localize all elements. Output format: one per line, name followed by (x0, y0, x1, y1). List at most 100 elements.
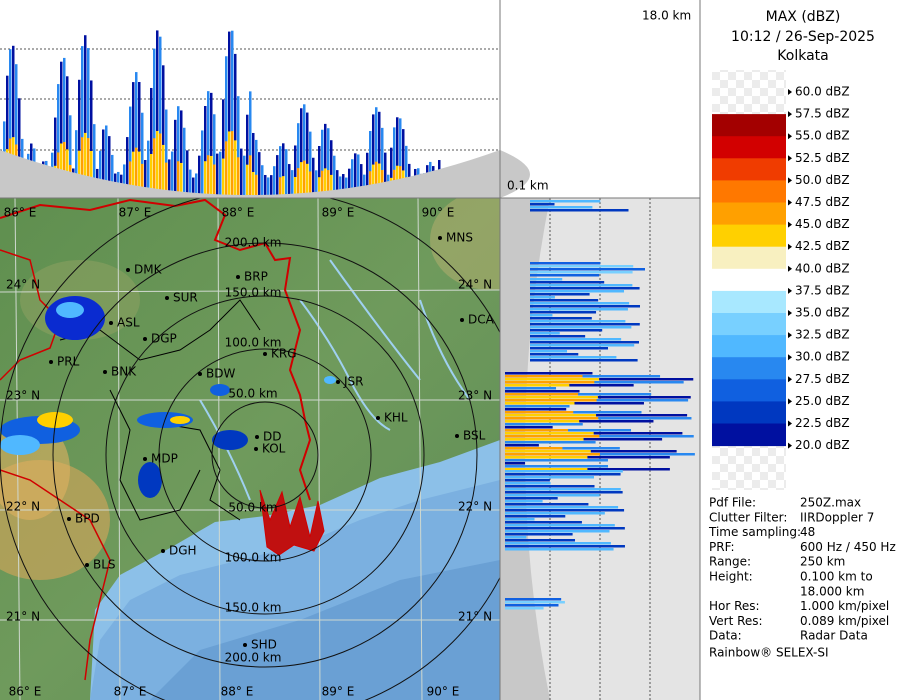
city-label: DMK (134, 263, 163, 277)
echo-column (222, 99, 225, 198)
range-label: 150.0 km (225, 286, 282, 300)
echo-row (505, 521, 582, 524)
city-dot (336, 380, 340, 384)
city-label: DCA (468, 313, 495, 327)
city-dot (103, 370, 107, 374)
legend-swatch (712, 136, 786, 159)
info-key: Hor Res: (709, 599, 760, 613)
echo-row (530, 359, 638, 362)
echo-core (180, 162, 183, 198)
echo-row (530, 302, 630, 305)
legend-label: 27.5 dBZ (795, 372, 850, 386)
echo-core (330, 174, 333, 198)
range-label: 100.0 km (225, 551, 282, 565)
echo-row (505, 539, 576, 542)
echo-column (279, 146, 282, 198)
echo-core (324, 168, 327, 198)
product-location: Kolkata (777, 48, 828, 64)
echo-column (336, 170, 339, 198)
echo-core (505, 417, 599, 420)
echo-core (231, 131, 234, 198)
echo-column (330, 140, 333, 198)
echo-column (390, 147, 393, 198)
lat-label: 23° N (6, 389, 40, 403)
echo-row (505, 462, 526, 465)
product-title: MAX (dBZ) (766, 9, 841, 25)
echo-row (505, 423, 583, 426)
echo-core (375, 161, 378, 198)
legend-tick (788, 287, 792, 294)
echo-column (351, 159, 354, 198)
echo-row (505, 494, 600, 497)
echo-column (126, 137, 129, 198)
lon-label: 90° E (427, 685, 460, 699)
echo-column (6, 75, 9, 198)
echo-column (207, 91, 210, 198)
city-label: DD (263, 430, 281, 444)
echo-column (354, 153, 357, 198)
echo-row (505, 542, 611, 545)
legend-tick (788, 199, 792, 206)
echo-column (12, 45, 15, 198)
legend-label: 32.5 dBZ (795, 328, 850, 342)
legend-label: 35.0 dBZ (795, 306, 850, 320)
echo-column (342, 174, 345, 198)
range-label: 100.0 km (225, 336, 282, 350)
echo-column (264, 174, 267, 198)
echo-column (111, 154, 114, 198)
echo-column (288, 164, 291, 198)
city-label: MDP (151, 452, 178, 466)
echo-core (505, 453, 600, 456)
legend-tick (788, 133, 792, 140)
echo-core (81, 137, 84, 198)
echo-row (505, 497, 558, 500)
echo-core (255, 174, 258, 198)
corner-bg (500, 0, 700, 198)
echo-core (156, 130, 159, 198)
echo-column (195, 173, 198, 198)
echo-row (530, 268, 645, 271)
city-dot (49, 360, 53, 364)
echo-column (201, 130, 204, 198)
city-label: SHD (251, 638, 277, 652)
echo-core (225, 141, 228, 198)
echo-row (530, 200, 601, 203)
legend-label: 50.0 dBZ (795, 173, 850, 187)
city-dot (198, 372, 202, 376)
legend-tick (788, 376, 792, 383)
blind-zone (500, 150, 530, 198)
lon-label: 90° E (422, 206, 455, 220)
echo-column (75, 130, 78, 198)
echo-row (505, 601, 565, 604)
city-label: SUR (173, 291, 198, 305)
echo-column (360, 164, 363, 198)
echo-row (530, 299, 599, 302)
echo-core (159, 133, 162, 198)
echo-row (505, 482, 551, 485)
range-label: 200.0 km (225, 651, 282, 665)
echo-column (102, 129, 105, 198)
echo-column (339, 176, 342, 198)
echo-column (300, 108, 303, 198)
city-dot (161, 549, 165, 553)
echo-column (357, 154, 360, 198)
echo-core (150, 153, 153, 198)
echo-column (129, 106, 132, 198)
echo-column (210, 92, 213, 198)
echo-column (324, 123, 327, 198)
city-dot (254, 447, 258, 451)
echo-column (123, 164, 126, 198)
echo-row (505, 444, 539, 447)
legend-label: 60.0 dBZ (795, 85, 850, 99)
echo-core (246, 164, 249, 198)
echo-row (530, 293, 590, 296)
legend-label: 30.0 dBZ (795, 350, 850, 364)
echo-row (530, 329, 603, 332)
echo-row (505, 607, 544, 610)
echo-core (222, 158, 225, 198)
echo-core (505, 456, 588, 459)
echo-row (530, 206, 593, 209)
echo-column (141, 112, 144, 198)
city-dot (376, 416, 380, 420)
echo-row (530, 314, 553, 317)
